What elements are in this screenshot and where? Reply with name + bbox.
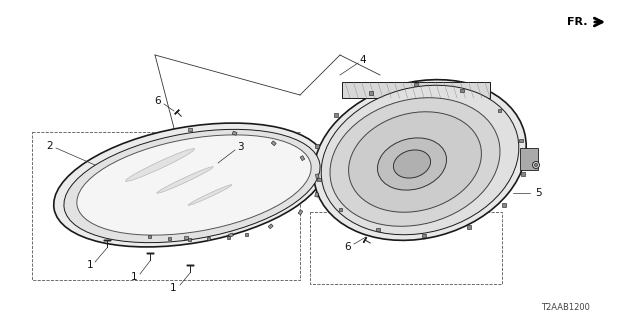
Text: FR.: FR.: [568, 17, 588, 27]
Bar: [298, 210, 303, 215]
Bar: [232, 131, 237, 135]
FancyBboxPatch shape: [342, 82, 490, 98]
Bar: [316, 144, 319, 148]
Bar: [310, 212, 502, 284]
Bar: [32, 132, 300, 280]
Text: 2: 2: [47, 141, 53, 151]
Ellipse shape: [64, 129, 320, 243]
Bar: [188, 238, 191, 241]
Ellipse shape: [394, 150, 431, 178]
Text: 1: 1: [170, 283, 176, 293]
Ellipse shape: [125, 149, 195, 181]
Ellipse shape: [330, 98, 500, 226]
Ellipse shape: [188, 185, 232, 205]
Bar: [148, 235, 152, 238]
Bar: [188, 128, 192, 131]
Bar: [339, 208, 342, 211]
Bar: [376, 228, 380, 231]
Bar: [207, 237, 211, 240]
Bar: [502, 203, 506, 207]
Bar: [245, 233, 248, 236]
Bar: [317, 178, 321, 181]
Bar: [520, 148, 538, 170]
Ellipse shape: [321, 85, 519, 235]
Ellipse shape: [157, 167, 213, 193]
Text: 1: 1: [131, 272, 138, 282]
Ellipse shape: [532, 162, 540, 169]
Text: T2AAB1200: T2AAB1200: [541, 303, 589, 313]
Bar: [521, 172, 525, 176]
Text: 5: 5: [535, 188, 541, 198]
Bar: [315, 193, 319, 197]
Ellipse shape: [378, 138, 447, 190]
Bar: [460, 89, 464, 92]
Polygon shape: [345, 92, 497, 105]
Bar: [369, 91, 373, 95]
Bar: [184, 236, 188, 239]
Ellipse shape: [77, 135, 311, 235]
Ellipse shape: [349, 112, 481, 212]
Bar: [316, 174, 319, 178]
Bar: [520, 139, 523, 142]
Text: 1: 1: [86, 260, 93, 270]
Bar: [268, 224, 273, 229]
Ellipse shape: [534, 164, 538, 166]
Text: 6: 6: [155, 96, 161, 106]
Bar: [467, 225, 471, 229]
Bar: [168, 237, 171, 240]
Bar: [227, 236, 230, 239]
Bar: [228, 233, 234, 237]
Bar: [414, 83, 418, 86]
Text: 4: 4: [360, 55, 366, 65]
Ellipse shape: [54, 123, 326, 247]
Bar: [334, 113, 337, 117]
Ellipse shape: [314, 80, 526, 240]
Text: 6: 6: [345, 242, 351, 252]
Bar: [422, 234, 426, 237]
Bar: [498, 109, 501, 112]
Bar: [300, 156, 305, 161]
Bar: [271, 141, 276, 146]
Text: 3: 3: [237, 142, 243, 152]
